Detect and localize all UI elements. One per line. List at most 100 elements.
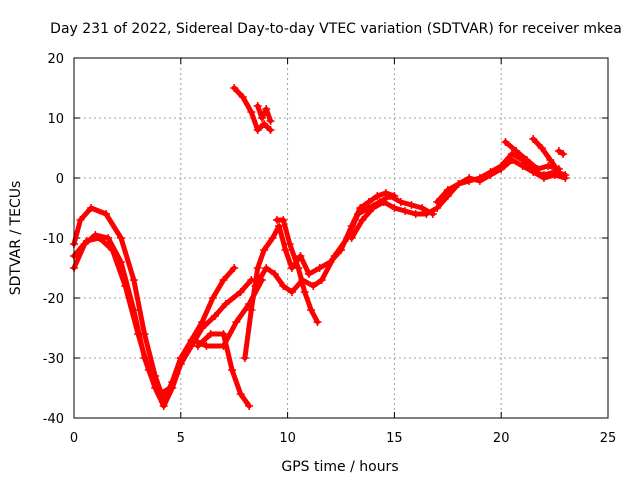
data-point [121, 282, 130, 290]
series-track-g [272, 216, 322, 326]
data-point [294, 264, 303, 272]
data-point [189, 336, 198, 344]
y-tick-label: 10 [47, 112, 64, 127]
data-point [390, 204, 399, 212]
data-point [176, 354, 185, 362]
data-point [279, 216, 288, 224]
data-point [247, 306, 256, 314]
data-point [206, 330, 215, 338]
data-point [285, 240, 294, 248]
x-tick-label: 25 [600, 431, 617, 446]
data-point [144, 366, 153, 374]
data-point [266, 117, 275, 125]
x-tick-label: 5 [177, 431, 185, 446]
data-point [486, 168, 495, 176]
data-point [309, 282, 318, 290]
y-tick-label: -10 [43, 232, 64, 247]
data-point [270, 270, 279, 278]
data-point [300, 288, 309, 296]
y-axis-label: SDTVAR / TECUs [8, 181, 24, 296]
data-point [554, 168, 563, 176]
grid [74, 58, 608, 418]
data-point [529, 168, 538, 176]
data-point [307, 306, 316, 314]
data-point [202, 342, 211, 350]
y-tick-label: -40 [43, 412, 64, 427]
data-point [287, 288, 296, 296]
data-point [537, 144, 546, 152]
data-point [236, 288, 245, 296]
data-point [533, 165, 542, 173]
data-point [193, 342, 202, 350]
data-point [330, 252, 339, 260]
data-point [443, 186, 452, 194]
series-line [195, 331, 252, 409]
data-series [70, 84, 570, 410]
data-point [386, 192, 395, 200]
x-tick-label: 0 [70, 431, 78, 446]
data-point [219, 276, 228, 284]
data-point [522, 156, 531, 164]
data-point [354, 210, 363, 218]
data-point [230, 84, 239, 92]
data-point [134, 330, 143, 338]
data-point [262, 264, 271, 272]
data-point [279, 282, 288, 290]
data-point [87, 204, 96, 212]
data-point [82, 237, 91, 245]
series-track-l [554, 147, 568, 158]
data-point [104, 234, 113, 242]
data-point [257, 114, 266, 122]
x-tick-label: 10 [279, 431, 296, 446]
data-point [268, 234, 277, 242]
data-point [76, 216, 85, 224]
data-point [253, 102, 262, 110]
series-line [71, 235, 265, 397]
data-point [554, 147, 563, 155]
data-point [304, 270, 313, 278]
axis-ticks: 0 5 10 15 20 25 -40 -30 -20 -10 0 10 20 [43, 52, 617, 446]
series-track-k [529, 135, 563, 176]
series-track-n [253, 102, 275, 125]
x-axis-label: GPS time / hours [281, 459, 398, 475]
data-point [396, 198, 405, 206]
data-point [260, 120, 269, 128]
series-track-f [251, 192, 437, 296]
data-point [550, 171, 559, 179]
series-track-m [230, 84, 275, 134]
data-point [230, 264, 239, 272]
data-point [108, 246, 117, 254]
data-point [155, 390, 164, 398]
data-point [369, 204, 378, 212]
data-point [407, 201, 416, 209]
series-line [255, 103, 274, 124]
data-point [198, 324, 207, 332]
series-track-d [193, 330, 254, 410]
data-point [422, 210, 431, 218]
data-point [208, 294, 217, 302]
data-point [529, 135, 538, 143]
data-point [358, 216, 367, 224]
data-point [228, 366, 237, 374]
data-point [238, 93, 247, 101]
data-point [102, 210, 111, 218]
data-point [411, 210, 420, 218]
data-point [544, 162, 553, 170]
data-point [129, 276, 138, 284]
data-point [253, 126, 262, 134]
x-tick-label: 15 [386, 431, 403, 446]
data-point [433, 198, 442, 206]
data-point [266, 126, 275, 134]
data-point [475, 174, 484, 182]
data-point [296, 252, 305, 260]
data-point [315, 264, 324, 272]
data-point [245, 402, 254, 410]
data-point [260, 246, 269, 254]
series-line [231, 85, 274, 133]
data-point [373, 192, 382, 200]
x-tick-label: 20 [493, 431, 510, 446]
data-point [219, 330, 228, 338]
series-line [530, 136, 562, 175]
data-point [454, 180, 463, 188]
